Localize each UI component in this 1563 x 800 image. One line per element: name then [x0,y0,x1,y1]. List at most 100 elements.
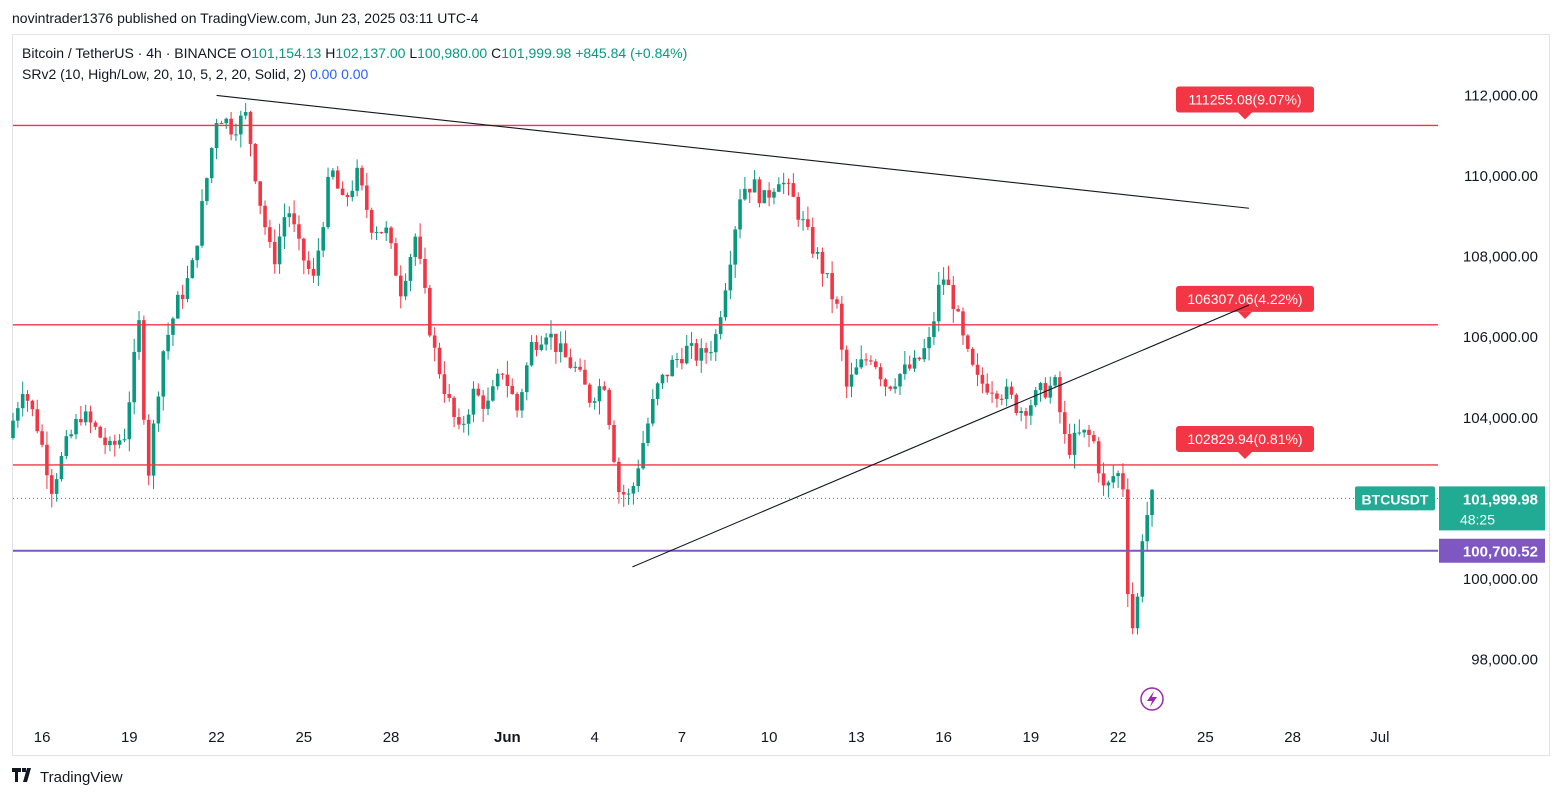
footer-branding[interactable]: TradingView [12,768,123,787]
close-value: 101,999.98 [501,45,572,61]
candle-body [781,182,786,185]
candle-body [214,123,219,149]
candle-body [772,191,776,198]
x-tick-label: 10 [761,729,778,746]
candle-body [607,389,611,425]
low-label: L [409,45,418,61]
candle-body [587,384,592,403]
candle-body [718,317,723,335]
candle-body [79,419,83,423]
candle-body [389,227,393,244]
x-tick-label: Jun [494,729,521,746]
candle-body [670,359,674,377]
candle-body [423,258,427,288]
candle-body [93,422,98,427]
candle-body [660,374,665,384]
candle-body [1106,482,1111,486]
candle-body [442,374,447,395]
candle-body [54,479,59,494]
candle-body [927,337,931,349]
candle-body [437,347,442,375]
candle-body [617,461,621,493]
candle-body [432,335,437,348]
candle-body [849,374,854,387]
candle-body [728,264,733,291]
symbol-title[interactable]: Bitcoin / TetherUS · 4h · BINANCE [22,45,237,61]
candle-body [428,287,432,336]
candle-body [190,260,195,279]
y-tick-label: 108,000.00 [1463,249,1538,266]
candle-body [35,409,40,432]
candle-body [98,426,103,438]
candle-body [495,373,500,387]
candle-body [602,386,607,390]
x-tick-label: 19 [1023,729,1040,746]
y-tick-label: 98,000.00 [1471,652,1538,669]
candle-body [1116,473,1120,477]
candle-body [151,423,156,476]
level-tag-label: 106307.06(4.22%) [1187,291,1302,307]
candle-body [675,359,679,361]
candle-body [878,367,883,380]
candle-body [258,181,262,206]
candle-body [1111,476,1116,483]
x-tick-label: 16 [935,729,952,746]
level-tag-box [1176,86,1314,113]
candle-body [975,364,980,375]
candle-body [898,374,902,387]
candle-body [103,437,107,446]
candle-body [1033,390,1038,406]
indicator-name[interactable]: SRv2 (10, High/Low, 20, 10, 5, 2, 20, So… [22,66,307,82]
candle-body [1096,441,1101,474]
candle-body [282,217,287,237]
candle-body [452,397,456,418]
candle-body [1024,411,1028,416]
candle-body [137,320,141,352]
candle-body [1038,383,1043,391]
candle-body [956,309,960,312]
candle-body [146,419,151,476]
candle-body [636,468,641,486]
candle-body [59,455,64,480]
candle-body [316,250,321,276]
candle-body [360,167,364,186]
candle-body [117,440,122,445]
level-tag-label: 111255.08(9.07%) [1188,91,1301,107]
candle-body [684,345,689,364]
candle-body [801,219,805,221]
candle-body [733,229,737,265]
candle-body [369,209,374,233]
candle-body [650,398,655,424]
candle-body [762,190,767,204]
candles-group [11,103,1154,635]
open-value: 101,154.13 [251,45,322,61]
candle-body [825,273,830,275]
candle-body [723,290,728,318]
trendline [632,304,1250,568]
candle-body [810,227,815,254]
candle-body [515,394,519,411]
candle-body [40,431,44,445]
candle-body [1072,432,1077,455]
candle-body [403,280,408,297]
candle-body [311,268,316,276]
candle-body [413,236,418,258]
lightning-icon[interactable] [1140,687,1164,711]
candle-body [1053,377,1057,386]
candle-body [815,251,820,254]
x-tick-label: 19 [121,729,138,746]
candle-body [1062,412,1067,434]
candle-body [49,475,54,494]
candle-body [335,170,340,189]
candle-body [583,369,587,385]
candle-body [209,148,214,179]
candle-body [714,334,718,353]
trendline [216,94,1250,209]
candle-body [985,383,990,393]
candle-body [1101,473,1106,486]
candle-body [1058,377,1062,413]
candle-body [481,395,485,409]
candle-body [680,359,684,364]
candle-body [932,321,936,338]
